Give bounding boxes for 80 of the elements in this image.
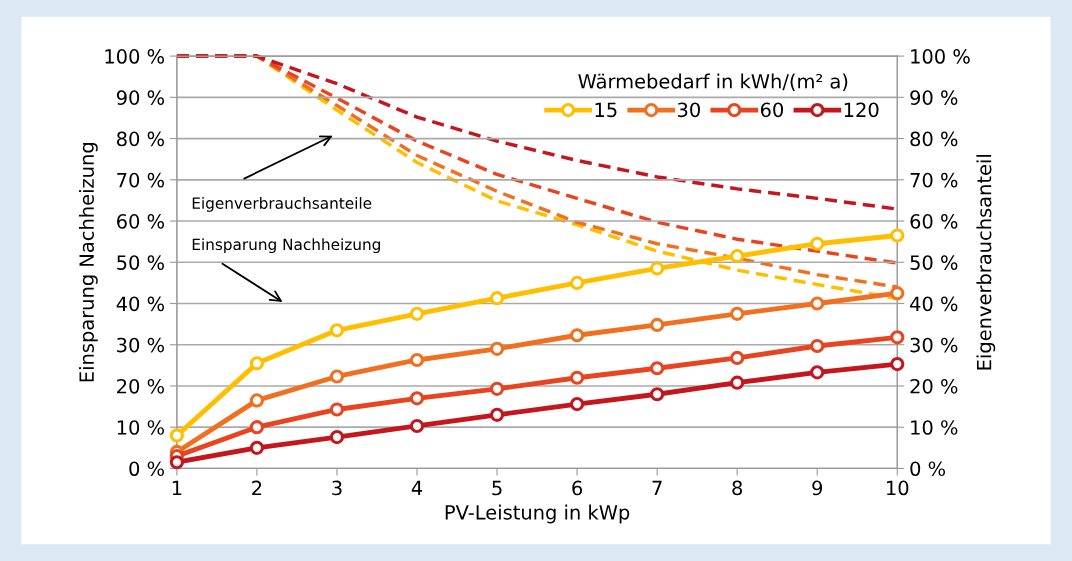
point [329,369,345,384]
point [570,370,585,385]
point [890,330,905,345]
point [329,430,345,445]
point [650,361,665,376]
point [409,352,425,368]
x-tick-label: 8 [732,480,743,496]
x-tick-label: 10 [887,480,909,496]
point [570,275,585,290]
y-tick-label: 50 % [117,255,164,270]
x-tick-label: 3 [332,480,342,496]
point [249,420,265,435]
point [730,249,745,264]
point [409,391,425,406]
point [489,341,505,356]
point [890,357,905,372]
y-tick-label: 40 % [116,296,164,312]
y2-tick-label: 0 % [910,461,946,477]
x-tick-label: 9 [812,480,823,496]
point [730,306,745,321]
x-tick-label: 5 [492,480,502,496]
point [810,296,825,311]
y2-axis-title: Eigenverbrauchsanteil [976,155,996,370]
point [329,402,345,417]
x-tick-label: 1 [172,480,182,496]
y2-tick-label: 20 % [910,378,958,394]
y-tick-label: 0 % [129,461,164,477]
annotation: Eigenverbrauchsanteile [192,197,372,212]
point [730,350,745,366]
y2-tick-label: 10 % [911,420,958,435]
point [650,317,665,333]
legend-label: 15 [595,102,617,118]
point [650,261,665,276]
y2-tick-label: 70 % [910,172,958,188]
y2-tick-label: 80 % [910,131,958,147]
point [890,228,905,243]
point [249,440,265,455]
point [169,428,184,443]
x-tick-label: 2 [252,480,262,496]
point [249,393,265,408]
point [409,418,425,434]
x-axis-title: PV-Leistung in kWp [445,504,630,524]
y2-tick-label: 30 % [910,337,958,353]
y2-tick-label: 40 % [910,296,958,312]
annotation: Einsparung Nachheizung [192,238,380,254]
legend-label: 120 [844,102,879,118]
point [249,356,265,371]
point [810,236,825,251]
y2-tick-label: 60 % [910,213,958,229]
point [650,387,665,402]
point [570,397,585,412]
point [489,291,505,306]
point [730,375,745,390]
point [489,407,505,422]
point [489,381,505,396]
y-tick-label: 100 % [105,49,164,64]
legend-title: Wärmebedarf in kWh/(m² a) [578,73,848,91]
y2-tick-label: 50 % [910,255,958,270]
y-tick-label: 60 % [117,213,164,229]
legend-label: 60 [760,102,784,118]
y-tick-label: 20 % [117,378,164,394]
point [169,455,184,470]
x-tick-label: 4 [411,480,423,496]
point [329,323,345,338]
y-axis-title: Einsparung Nachheizung [78,143,98,382]
legend-label: 30 [677,102,700,118]
point [810,365,825,380]
y-tick-label: 10 % [117,420,164,435]
y2-tick-label: 90 % [910,90,958,105]
y-tick-label: 80 % [117,131,164,147]
x-tick-label: 6 [572,480,583,496]
point [890,286,905,301]
point [570,328,585,343]
x-tick-label: 7 [652,480,662,496]
y-tick-label: 70 % [117,172,164,188]
point [409,306,425,321]
y-tick-label: 90 % [116,90,164,105]
point [810,338,825,354]
y2-tick-label: 100 % [911,49,970,64]
y-tick-label: 30 % [117,337,164,353]
